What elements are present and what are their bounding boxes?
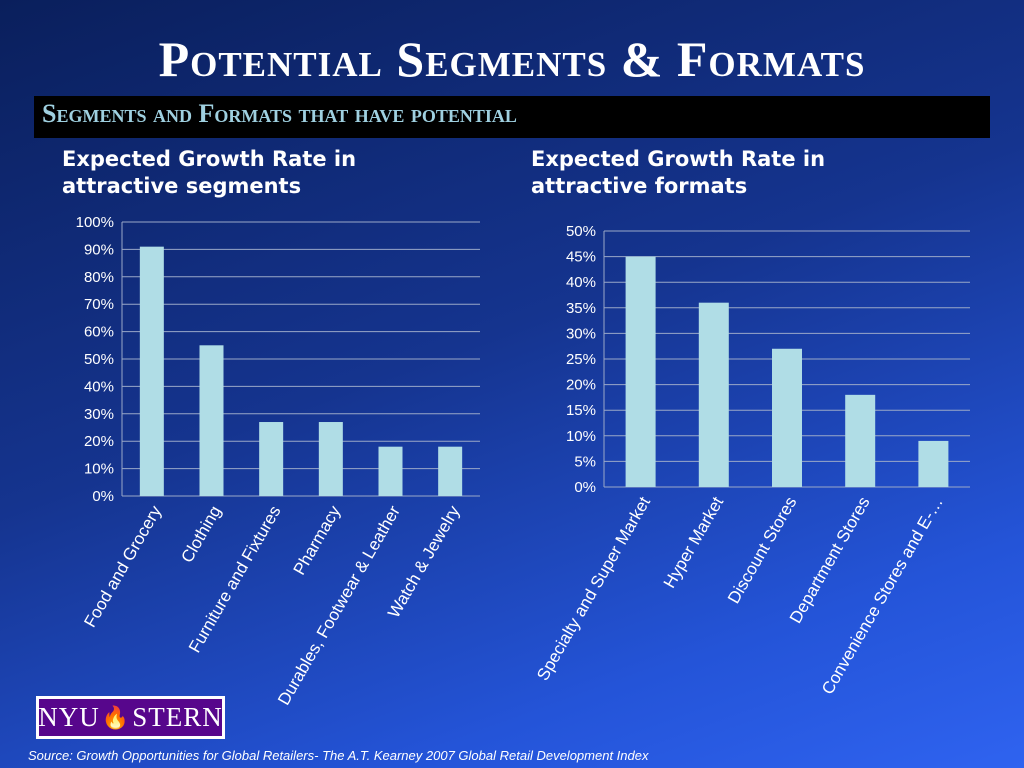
- chart-title-formats: Expected Growth Rate in attractive forma…: [531, 146, 931, 200]
- segments-y-tick-label: 40%: [84, 378, 114, 395]
- formats-y-tick-label: 35%: [566, 300, 596, 317]
- segments-y-tick-label: 0%: [92, 488, 114, 505]
- formats-y-tick-label: 20%: [566, 377, 596, 394]
- nyu-stern-logo-inner: NYU 🔥 STERN: [38, 699, 223, 736]
- segments-y-tick-label: 80%: [84, 269, 114, 286]
- formats-x-category-label: Hyper Market: [660, 493, 728, 591]
- subtitle-bar: Segments and Formats that have potential: [34, 96, 990, 138]
- source-note: Source: Growth Opportunities for Global …: [28, 748, 649, 763]
- chart-title-segments-line1: Expected Growth Rate in: [62, 147, 357, 171]
- formats-y-tick-label: 5%: [574, 453, 596, 470]
- formats-bar: [918, 440, 949, 487]
- segments-y-tick-label: 60%: [84, 324, 114, 341]
- segments-bar: [139, 246, 164, 496]
- formats-x-category-label: Discount Stores: [724, 494, 800, 607]
- segments-y-tick-label: 20%: [84, 433, 114, 450]
- formats-y-tick-label: 0%: [574, 479, 596, 496]
- segments-bar: [318, 422, 343, 496]
- formats-bar: [698, 302, 729, 487]
- segments-y-tick-label: 50%: [84, 351, 114, 368]
- chart-title-segments: Expected Growth Rate in attractive segme…: [62, 146, 462, 200]
- segments-y-tick-label: 10%: [84, 461, 114, 478]
- segments-y-tick-label: 30%: [84, 406, 114, 423]
- formats-y-tick-label: 25%: [566, 351, 596, 368]
- chart-title-segments-line2: attractive segments: [62, 174, 302, 198]
- slide-subtitle: Segments and Formats that have potential: [42, 99, 517, 128]
- segments-bar: [378, 446, 403, 496]
- logo-text-stern: STERN: [132, 702, 223, 732]
- formats-x-category-label: Specialty and Super Market: [533, 493, 654, 684]
- segments-y-tick-label: 90%: [84, 241, 114, 258]
- segments-bar: [259, 422, 284, 496]
- formats-x-category-label: Department Stores: [786, 494, 874, 627]
- formats-y-tick-label: 10%: [566, 428, 596, 445]
- chart-title-formats-line1: Expected Growth Rate in: [531, 147, 826, 171]
- slide-title: Potential Segments & Formats: [158, 31, 866, 87]
- formats-y-tick-label: 40%: [566, 274, 596, 291]
- formats-bar: [625, 256, 656, 487]
- segments-bar: [199, 345, 224, 496]
- segments-y-tick-label: 70%: [84, 296, 114, 313]
- segments-y-tick-label: 100%: [76, 214, 114, 231]
- nyu-stern-logo: NYU 🔥 STERN: [36, 696, 225, 739]
- formats-y-tick-label: 15%: [566, 402, 596, 419]
- chart-title-formats-line2: attractive formats: [531, 174, 748, 198]
- formats-y-tick-label: 30%: [566, 325, 596, 342]
- formats-bar: [772, 348, 802, 487]
- formats-y-tick-label: 45%: [566, 249, 596, 266]
- logo-text-nyu: NYU: [38, 702, 100, 732]
- formats-bar: [845, 394, 876, 487]
- torch-icon: 🔥: [101, 704, 131, 730]
- segments-bar: [438, 446, 463, 496]
- formats-y-tick-label: 50%: [566, 223, 596, 240]
- formats-x-category-label: Convenience Stores and E-…: [818, 494, 947, 698]
